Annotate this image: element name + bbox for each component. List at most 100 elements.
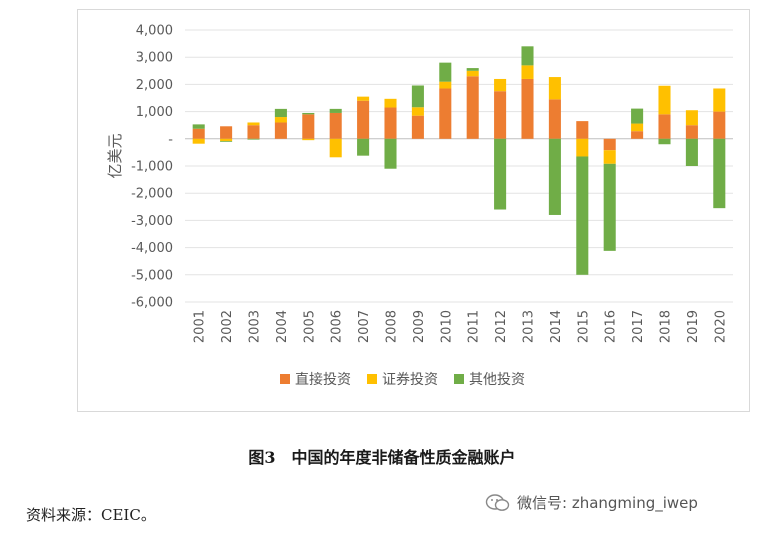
bar-2002-直接投资 — [220, 126, 233, 139]
bar-2012-其他投资 — [494, 138, 507, 210]
bar-2019-直接投资 — [685, 125, 698, 139]
bar-2012-证券投资 — [494, 78, 507, 92]
x-tick-label: 2012 — [494, 310, 509, 343]
bar-2007-直接投资 — [357, 100, 370, 139]
bar-2010-直接投资 — [439, 88, 452, 139]
bar-2008-其他投资 — [384, 138, 397, 169]
bar-2013-直接投资 — [521, 78, 534, 139]
figure-caption: 图3 中国的年度非储备性质金融账户 — [248, 448, 516, 467]
bar-2002-证券投资 — [220, 138, 233, 141]
chart-frame: 4,000 3,000 2,000 1,000 - -1,000 -2,000 -3,000 -… — [77, 9, 750, 412]
bar-2005-直接投资 — [302, 114, 315, 139]
bar-2003-直接投资 — [247, 125, 260, 139]
legend-label: 直接投资 — [295, 371, 351, 388]
bar-2019-其他投资 — [685, 138, 698, 166]
bar-2004-直接投资 — [274, 122, 287, 139]
x-tick-label: 2005 — [302, 310, 317, 343]
legend-swatch — [280, 374, 290, 384]
bar-2001-其他投资 — [192, 124, 205, 129]
x-tick-label: 2017 — [631, 310, 646, 343]
bar-2006-直接投资 — [329, 112, 342, 139]
bar-2004-证券投资 — [274, 117, 287, 123]
bar-2008-直接投资 — [384, 107, 397, 139]
bar-2005-其他投资 — [302, 112, 315, 115]
bar-2015-直接投资 — [576, 121, 589, 139]
y-tick-label: -1,000 — [131, 160, 173, 175]
x-tick-label: 2001 — [193, 310, 208, 343]
bar-2018-其他投资 — [658, 138, 671, 145]
y-tick-label: - — [168, 132, 173, 147]
y-tick-label: 4,000 — [136, 24, 173, 39]
bar-2009-其他投资 — [411, 85, 424, 108]
bar-2012-直接投资 — [494, 91, 507, 139]
x-tick-label: 2019 — [686, 310, 701, 343]
y-tick-label: -5,000 — [131, 268, 173, 283]
bar-2001-证券投资 — [192, 138, 205, 144]
y-axis-label: 亿美元 — [106, 133, 124, 178]
bar-2018-证券投资 — [658, 85, 671, 115]
bar-2018-直接投资 — [658, 114, 671, 139]
y-tick-label: -4,000 — [131, 241, 173, 256]
y-tick-label: 1,000 — [136, 105, 173, 120]
x-tick-label: 2002 — [220, 310, 235, 343]
bar-2020-证券投资 — [713, 88, 726, 112]
bar-2011-其他投资 — [466, 68, 479, 71]
x-tick-label: 2010 — [439, 310, 454, 343]
x-tick-label: 2020 — [713, 310, 728, 343]
y-tick-label: -3,000 — [131, 214, 173, 229]
watermark-text: 微信号: zhangming_iwep — [517, 494, 698, 512]
x-tick-label: 2013 — [522, 310, 537, 343]
bar-2013-证券投资 — [521, 65, 534, 79]
bar-2007-其他投资 — [357, 138, 370, 156]
bar-2008-证券投资 — [384, 98, 397, 108]
bar-2016-其他投资 — [603, 163, 616, 251]
bar-2011-直接投资 — [466, 76, 479, 139]
x-tick-label: 2011 — [467, 310, 482, 343]
x-tick-label: 2004 — [275, 310, 290, 343]
watermark: 微信号: zhangming_iwep — [485, 492, 698, 513]
bar-2006-其他投资 — [329, 108, 342, 113]
x-tick-label: 2015 — [576, 310, 591, 343]
legend-swatch — [367, 374, 377, 384]
x-tick-label: 2007 — [357, 310, 372, 343]
x-tick-label: 2003 — [248, 310, 263, 343]
bar-2003-其他投资 — [247, 138, 260, 140]
bar-2011-证券投资 — [466, 70, 479, 77]
bar-2009-直接投资 — [411, 115, 424, 139]
x-tick-label: 2008 — [385, 310, 400, 343]
stacked-bar-chart: 4,000 3,000 2,000 1,000 - -1,000 -2,000 -3,000 -… — [106, 24, 733, 388]
bar-2020-直接投资 — [713, 111, 726, 139]
bar-2015-证券投资 — [576, 138, 589, 157]
bar-2016-证券投资 — [603, 150, 616, 164]
y-tick-label: 3,000 — [136, 51, 173, 66]
bar-2009-证券投资 — [411, 107, 424, 116]
source-note: 资料来源：CEIC。 — [26, 506, 156, 524]
bar-2015-其他投资 — [576, 156, 589, 275]
bar-2006-证券投资 — [329, 138, 342, 158]
bar-2004-其他投资 — [274, 108, 287, 118]
bar-2007-证券投资 — [357, 96, 370, 101]
x-tick-label: 2016 — [604, 310, 619, 343]
bar-2017-证券投资 — [631, 123, 644, 132]
bar-2001-直接投资 — [192, 128, 205, 139]
legend-swatch — [454, 374, 464, 384]
bar-2003-证券投资 — [247, 122, 260, 126]
y-tick-label: -6,000 — [131, 296, 173, 311]
bar-2005-证券投资 — [302, 138, 315, 141]
bar-2014-证券投资 — [548, 77, 561, 100]
bar-2013-其他投资 — [521, 46, 534, 66]
bar-2010-其他投资 — [439, 62, 452, 82]
x-tick-label: 2014 — [549, 310, 564, 343]
x-tick-label: 2009 — [412, 310, 427, 343]
wechat-search-icon — [485, 493, 510, 511]
legend-label: 证券投资 — [382, 372, 438, 388]
bar-2016-直接投资 — [603, 138, 616, 151]
legend-label: 其他投资 — [469, 372, 525, 388]
bar-2017-直接投资 — [631, 131, 644, 139]
x-tick-label: 2006 — [330, 310, 345, 343]
bar-2002-其他投资 — [220, 140, 233, 142]
bar-2019-证券投资 — [685, 110, 698, 126]
bar-2010-证券投资 — [439, 81, 452, 89]
bar-2020-其他投资 — [713, 138, 726, 209]
y-tick-label: -2,000 — [131, 187, 173, 202]
